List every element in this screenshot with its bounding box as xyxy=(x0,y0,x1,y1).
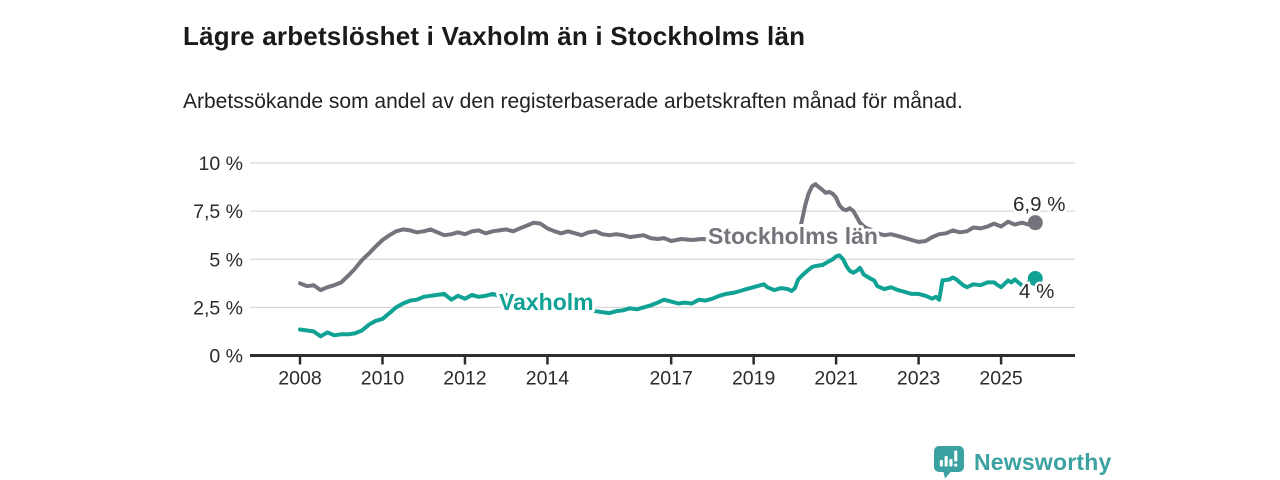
x-tick-label: 2019 xyxy=(732,368,775,390)
end-value-label-stockholms-l-n: 6,9 % xyxy=(1013,193,1065,216)
x-axis xyxy=(250,354,1075,365)
x-tick-label: 2017 xyxy=(649,368,692,390)
x-tick-label: 2023 xyxy=(897,368,940,390)
x-tick-label: 2025 xyxy=(979,368,1023,390)
series-lines xyxy=(298,182,1038,339)
series-label-stockholms-l-n: Stockholms län xyxy=(708,223,878,249)
series-end-value-labels: 6,9 % 4 % xyxy=(1011,191,1068,306)
series-end-dot-stockholms-l-n xyxy=(1027,215,1043,231)
y-tick-label: 10 % xyxy=(199,153,243,175)
series-label-vaxholm: Vaxholm xyxy=(499,289,594,315)
x-tick-label: 2008 xyxy=(278,368,321,390)
series-inline-labels: Stockholms län Vaxholm xyxy=(496,220,881,318)
logo-exclamation-dot xyxy=(954,463,958,467)
logo-pin-shape xyxy=(934,446,964,479)
logo-bar-chart-glyph xyxy=(939,450,958,467)
x-tick-label: 2012 xyxy=(443,368,486,390)
y-tick-label: 5 % xyxy=(209,249,243,271)
page-title: Lägre arbetslöshet i Vaxholm än i Stockh… xyxy=(183,21,806,52)
brand-name: Newsworthy xyxy=(974,448,1112,475)
logo-exclamation-bar xyxy=(954,450,958,462)
y-axis-tick-labels: 0 % 2,5 % 5 % 7,5 % 10 % xyxy=(193,153,243,368)
series-line-vaxholm xyxy=(298,253,1038,339)
x-tick-label: 2010 xyxy=(361,368,405,390)
end-value-label-vaxholm: 4 % xyxy=(1019,280,1054,303)
y-tick-label: 0 % xyxy=(209,346,243,368)
x-axis-tick-labels: 2008 2010 2012 2014 2017 2019 2021 2023 2025 xyxy=(278,368,1023,390)
y-tick-label: 7,5 % xyxy=(193,201,243,223)
newsworthy-logo-icon xyxy=(934,446,964,479)
gridlines xyxy=(250,162,1075,309)
x-tick-label: 2014 xyxy=(526,368,570,390)
series-end-dots xyxy=(1027,215,1043,286)
x-tick-label: 2021 xyxy=(814,368,857,390)
y-tick-label: 2,5 % xyxy=(193,297,243,319)
page-subtitle: Arbetssökande som andel av den registerb… xyxy=(183,90,963,113)
series-end-dot-vaxholm xyxy=(1027,271,1043,286)
series-line-stockholms-l-n xyxy=(298,182,1038,293)
newsworthy-branding: Newsworthy xyxy=(933,444,1111,480)
